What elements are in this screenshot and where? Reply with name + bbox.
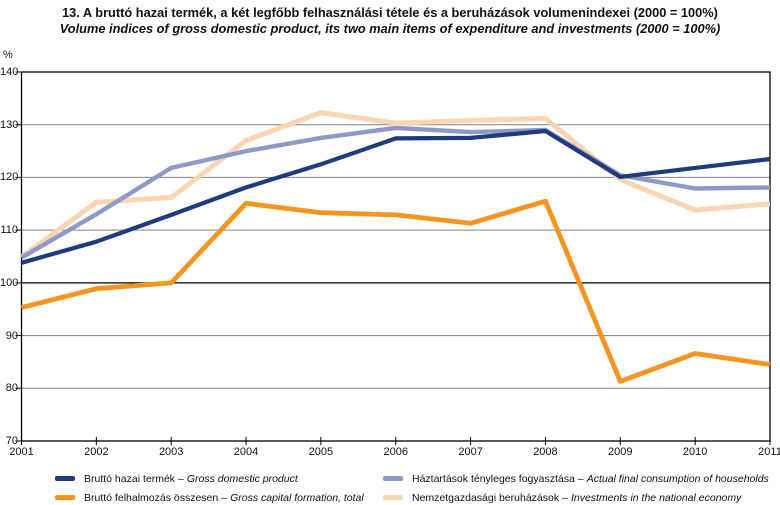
legend-separator: – (577, 472, 584, 485)
y-tick-label-80: 80 (5, 382, 18, 395)
legend-label-en-gross-capital-formation: Gross capital formation, total (230, 491, 364, 504)
series-line-gross-capital-formation (20, 198, 771, 384)
legend-label-hu-gross-capital-formation: Bruttó felhalmozás összesen (84, 491, 219, 504)
legend-label-hu-gdp: Bruttó hazai termék (84, 472, 176, 485)
chart-title: 13. A bruttó hazai termék, a két legfőbb… (62, 5, 718, 20)
legend-separator: – (562, 491, 568, 504)
legend-label-en-household-consumption: Actual final consumption of households (586, 472, 769, 485)
legend-label-hu-household-consumption: Háztartások tényleges fogyasztása (412, 472, 575, 485)
legend-separator: – (178, 472, 184, 485)
legend-item-gross-capital-formation: Bruttó felhalmozás összesen – Gross capita… (55, 488, 383, 505)
x-tick-label-2008: 2008 (533, 446, 558, 458)
legend-swatch-household-consumption (383, 476, 403, 481)
x-tick-label-2001: 2001 (9, 446, 34, 458)
y-tick-label-140: 140 (0, 66, 19, 78)
x-tick-label-2006: 2006 (383, 446, 408, 458)
legend-separator: – (221, 491, 228, 504)
legend-label-en-gdp: Gross domestic product (186, 472, 298, 485)
legend-item-gdp: Bruttó hazai termék – Gross domestic produ… (55, 469, 383, 488)
x-tick-label-2002: 2002 (84, 446, 109, 458)
chart-legend: Bruttó hazai termék – Gross domestic produ… (55, 469, 769, 505)
legend-swatch-gross-capital-formation (55, 495, 75, 500)
x-tick-label-2007: 2007 (458, 446, 483, 458)
series-line-household-consumption (20, 125, 771, 260)
series-line-investments (20, 110, 771, 260)
x-tick-label-2009: 2009 (608, 446, 633, 458)
legend-item-household-consumption: Háztartások tényleges fogyasztása – Actual… (383, 469, 769, 488)
x-tick-label-2011: 2011 (758, 446, 780, 458)
legend-swatch-investments (383, 495, 403, 500)
legend-item-investments: Nemzetgazdasági beruházások – Investments … (383, 488, 769, 505)
x-tick-label-2003: 2003 (158, 446, 184, 458)
y-tick-label-100: 100 (0, 276, 19, 289)
legend-label-en-investments: Investments in the national economy (570, 491, 742, 504)
y-axis-unit-label: % (3, 49, 13, 61)
y-tick-label-120: 120 (0, 171, 19, 184)
chart-subtitle: Volume indices of gross domestic product… (59, 21, 721, 36)
x-tick-label-2004: 2004 (233, 446, 259, 458)
y-tick-label-70: 70 (5, 435, 18, 447)
x-tick-label-2005: 2005 (308, 446, 334, 458)
legend-swatch-gdp (55, 476, 75, 481)
y-tick-label-110: 110 (0, 224, 18, 237)
series-line-gdp (20, 128, 771, 265)
y-tick-label-90: 90 (5, 329, 18, 342)
x-tick-label-2010: 2010 (682, 446, 708, 458)
y-tick-label-130: 130 (0, 118, 19, 131)
legend-label-hu-investments: Nemzetgazdasági beruházások (412, 491, 560, 504)
